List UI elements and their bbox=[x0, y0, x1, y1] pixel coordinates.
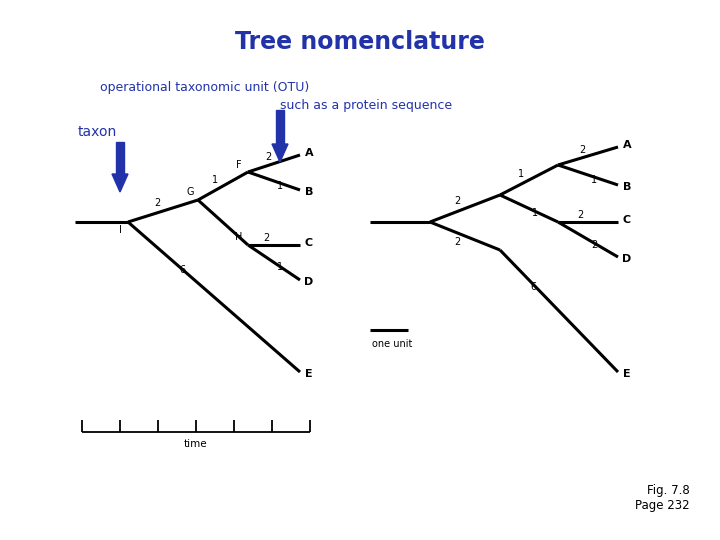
Text: 1: 1 bbox=[532, 208, 538, 219]
Text: 2: 2 bbox=[454, 195, 460, 206]
Text: 1: 1 bbox=[518, 169, 524, 179]
Text: 6: 6 bbox=[180, 265, 186, 275]
Text: H: H bbox=[235, 232, 243, 242]
Text: 2: 2 bbox=[154, 198, 160, 208]
Text: A: A bbox=[623, 140, 631, 150]
Text: 2: 2 bbox=[579, 145, 585, 155]
Text: C: C bbox=[305, 238, 313, 248]
Text: E: E bbox=[624, 369, 631, 379]
Text: one unit: one unit bbox=[372, 339, 413, 349]
Text: E: E bbox=[305, 369, 312, 379]
Text: 2: 2 bbox=[454, 237, 460, 247]
Text: G: G bbox=[186, 187, 194, 197]
Text: 2: 2 bbox=[591, 240, 597, 249]
Text: I: I bbox=[119, 225, 122, 235]
Text: 2: 2 bbox=[577, 210, 583, 220]
Text: 1: 1 bbox=[277, 262, 283, 273]
Text: 1: 1 bbox=[591, 175, 597, 185]
Text: operational taxonomic unit (OTU): operational taxonomic unit (OTU) bbox=[100, 82, 310, 94]
Text: Tree nomenclature: Tree nomenclature bbox=[235, 30, 485, 54]
Text: such as a protein sequence: such as a protein sequence bbox=[280, 99, 452, 112]
Text: F: F bbox=[236, 160, 242, 170]
Polygon shape bbox=[112, 174, 128, 192]
Text: B: B bbox=[623, 182, 631, 192]
Text: 1: 1 bbox=[277, 181, 283, 191]
Text: 6: 6 bbox=[530, 282, 536, 292]
Text: Fig. 7.8
Page 232: Fig. 7.8 Page 232 bbox=[635, 484, 690, 512]
Text: 1: 1 bbox=[212, 175, 218, 185]
Polygon shape bbox=[272, 144, 288, 162]
Text: B: B bbox=[305, 187, 313, 197]
Text: D: D bbox=[622, 254, 631, 264]
Text: D: D bbox=[305, 277, 314, 287]
Polygon shape bbox=[276, 110, 284, 144]
Text: C: C bbox=[623, 215, 631, 225]
Text: 2: 2 bbox=[265, 152, 271, 163]
Text: A: A bbox=[305, 148, 313, 158]
Text: taxon: taxon bbox=[78, 125, 117, 139]
Polygon shape bbox=[117, 142, 124, 174]
Text: time: time bbox=[184, 439, 208, 449]
Text: 2: 2 bbox=[263, 233, 269, 243]
